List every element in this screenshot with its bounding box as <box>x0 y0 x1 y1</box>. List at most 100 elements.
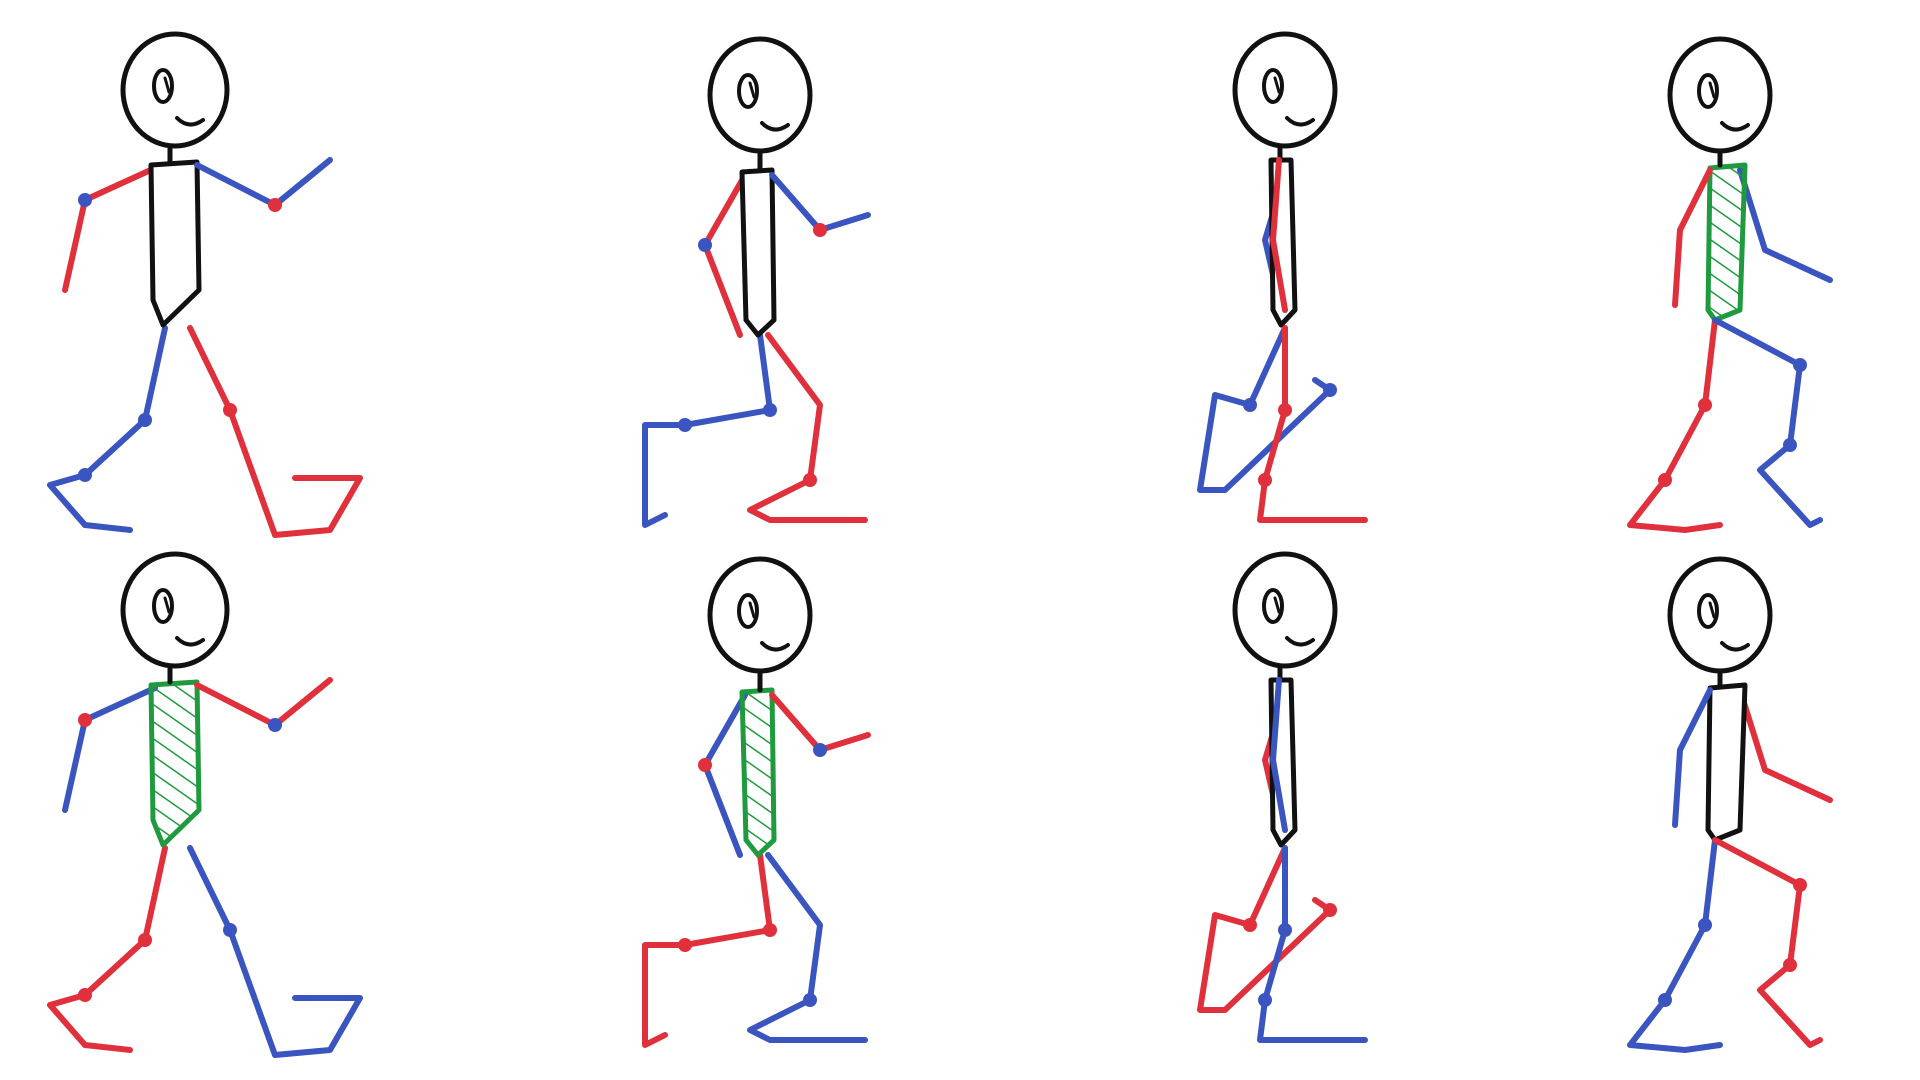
stick-figure-1 <box>47 31 363 538</box>
joint <box>1793 878 1807 892</box>
front-arm <box>194 157 333 208</box>
front-leg <box>187 845 363 1058</box>
torso <box>148 679 202 848</box>
front-leg <box>1712 317 1823 528</box>
joint <box>678 418 692 432</box>
head <box>1667 36 1773 154</box>
joint <box>763 403 777 417</box>
mouth <box>1285 116 1315 127</box>
back-leg <box>642 852 773 1048</box>
joint <box>268 198 282 212</box>
eye <box>1697 73 1719 109</box>
joint <box>78 468 92 482</box>
torso <box>1705 682 1748 843</box>
back-arm <box>702 172 748 338</box>
back-arm <box>1737 167 1833 283</box>
front-leg <box>1257 845 1368 1043</box>
front-arm <box>1270 157 1288 313</box>
back-leg <box>642 332 773 528</box>
torso <box>1705 162 1748 323</box>
front-arm <box>194 677 333 728</box>
mouth <box>175 636 205 647</box>
joint <box>1278 403 1292 417</box>
joint <box>1698 398 1712 412</box>
eye <box>1697 593 1719 629</box>
front-leg <box>747 852 868 1043</box>
pupil <box>1273 596 1281 614</box>
pupil <box>1708 601 1716 619</box>
mouth <box>175 116 205 127</box>
joint <box>1278 923 1292 937</box>
stick-figure-8 <box>1627 556 1833 1053</box>
torso <box>739 687 777 858</box>
head <box>1232 31 1338 149</box>
head <box>707 556 813 674</box>
back-leg <box>1627 837 1723 1053</box>
joint <box>1658 993 1672 1007</box>
front-leg <box>1712 837 1823 1048</box>
mouth <box>760 641 790 652</box>
joint <box>803 473 817 487</box>
mouth <box>1720 121 1750 132</box>
figures-layer <box>47 31 1833 1058</box>
pupil <box>1708 81 1716 99</box>
head <box>1667 556 1773 674</box>
joint <box>813 223 827 237</box>
back-arm <box>1737 687 1833 803</box>
mouth <box>760 121 790 132</box>
head <box>120 31 230 149</box>
head <box>707 36 813 154</box>
stick-figure-4 <box>1627 36 1833 533</box>
joint <box>678 938 692 952</box>
back-arm <box>62 685 158 813</box>
front-arm <box>1672 687 1713 828</box>
mouth <box>1720 641 1750 652</box>
back-leg <box>47 845 168 1053</box>
stick-figure-2 <box>642 36 871 528</box>
joint <box>78 988 92 1002</box>
front-arm <box>1270 677 1288 833</box>
torso <box>739 167 777 338</box>
back-arm <box>62 165 158 293</box>
eye <box>1262 588 1284 624</box>
eye <box>1262 68 1284 104</box>
front-arm <box>769 692 871 753</box>
mouth <box>1285 636 1315 647</box>
front-leg <box>187 325 363 538</box>
front-arm <box>1672 167 1713 308</box>
head <box>120 551 230 669</box>
back-leg <box>1197 325 1333 493</box>
joint <box>1658 473 1672 487</box>
joint <box>1783 438 1797 452</box>
joint <box>138 933 152 947</box>
joint <box>813 743 827 757</box>
joint <box>1323 383 1337 397</box>
joint <box>1258 993 1272 1007</box>
joint <box>698 758 712 772</box>
back-leg <box>1627 317 1723 533</box>
back-leg <box>47 325 168 533</box>
eye <box>737 593 759 629</box>
front-leg <box>747 332 868 523</box>
joint <box>1323 903 1337 917</box>
joint <box>698 238 712 252</box>
joint <box>1243 398 1257 412</box>
back-leg <box>1197 845 1333 1013</box>
joint <box>1243 918 1257 932</box>
head <box>1232 551 1338 669</box>
joint <box>138 413 152 427</box>
stick-figure-7 <box>1197 551 1368 1043</box>
joint <box>78 713 92 727</box>
pupil <box>1273 76 1281 94</box>
pupil <box>163 76 171 94</box>
joint <box>78 193 92 207</box>
pupil <box>163 596 171 614</box>
stick-figure-5 <box>47 551 363 1058</box>
joint <box>1793 358 1807 372</box>
joint <box>803 993 817 1007</box>
eye <box>152 588 174 624</box>
joint <box>268 718 282 732</box>
front-leg <box>1257 325 1368 523</box>
pupil <box>748 81 756 99</box>
eye <box>152 68 174 104</box>
